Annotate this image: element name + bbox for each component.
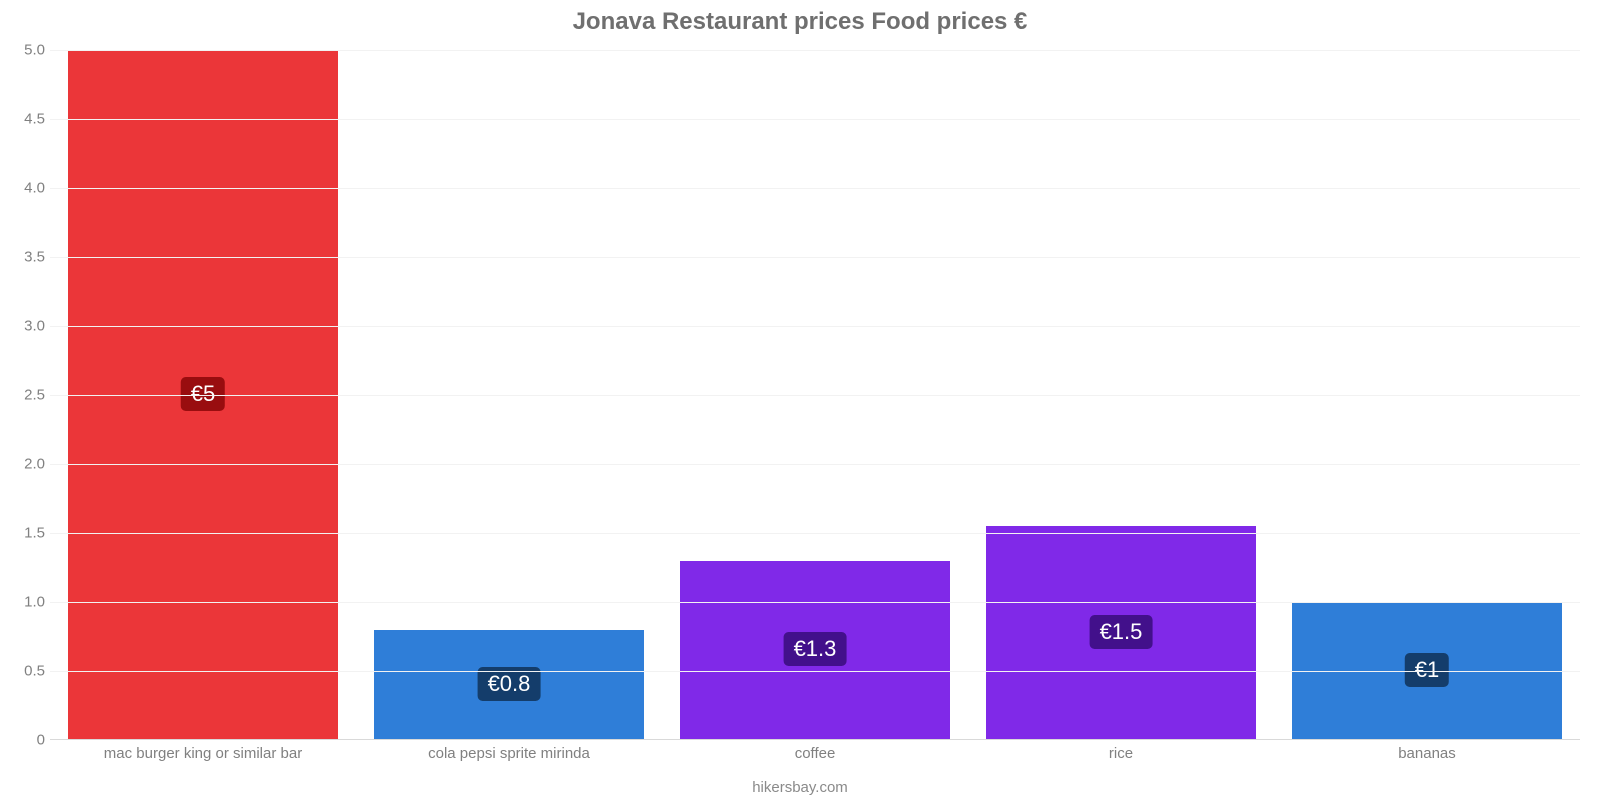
chart-title: Jonava Restaurant prices Food prices €	[0, 0, 1600, 42]
gridline	[50, 50, 1580, 51]
chart-container: Jonava Restaurant prices Food prices € €…	[0, 0, 1600, 800]
y-tick-label: 2.5	[5, 387, 45, 404]
value-badge: €1	[1405, 653, 1449, 687]
bar: €1.3	[680, 561, 949, 740]
y-tick-label: 4.0	[5, 180, 45, 197]
x-axis-line	[50, 739, 1580, 740]
y-tick-label: 1.0	[5, 594, 45, 611]
gridline	[50, 602, 1580, 603]
x-tick-label: cola pepsi sprite mirinda	[428, 745, 590, 762]
y-tick-label: 0	[5, 732, 45, 749]
attribution-text: hikersbay.com	[0, 779, 1600, 796]
x-tick-label: rice	[1109, 745, 1133, 762]
y-tick-label: 4.5	[5, 111, 45, 128]
value-badge: €5	[181, 377, 225, 411]
gridline	[50, 533, 1580, 534]
y-tick-label: 0.5	[5, 663, 45, 680]
x-tick-label: bananas	[1398, 745, 1456, 762]
value-badge: €1.3	[784, 632, 847, 666]
gridline	[50, 257, 1580, 258]
y-tick-label: 2.0	[5, 456, 45, 473]
gridline	[50, 326, 1580, 327]
x-tick-label: coffee	[795, 745, 836, 762]
y-tick-label: 5.0	[5, 42, 45, 59]
plot-area: €5€0.8€1.3€1.5€1 00.51.01.52.02.53.03.54…	[50, 50, 1580, 740]
gridline	[50, 464, 1580, 465]
gridline	[50, 119, 1580, 120]
gridline	[50, 671, 1580, 672]
x-tick-label: mac burger king or similar bar	[104, 745, 302, 762]
value-badge: €1.5	[1090, 615, 1153, 649]
bar: €0.8	[374, 630, 643, 740]
x-axis-labels: mac burger king or similar bar cola pepsi…	[50, 745, 1580, 769]
gridline	[50, 395, 1580, 396]
gridline	[50, 188, 1580, 189]
y-tick-label: 3.0	[5, 318, 45, 335]
y-tick-label: 1.5	[5, 525, 45, 542]
y-tick-label: 3.5	[5, 249, 45, 266]
bar: €1.5	[986, 526, 1255, 740]
